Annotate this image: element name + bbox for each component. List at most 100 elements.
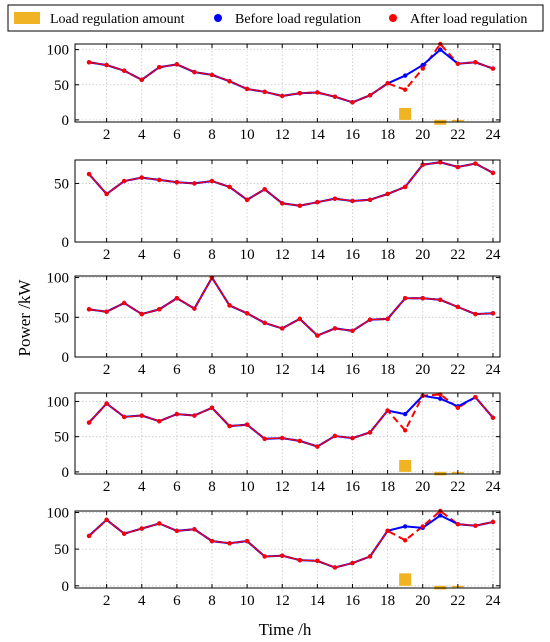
x-tick-label: 6 <box>173 593 181 609</box>
x-tick-label: 6 <box>173 247 181 263</box>
after-overlay <box>299 91 318 94</box>
after-point <box>315 558 320 564</box>
legend: Load regulation amount Before load regula… <box>7 4 544 32</box>
after-point <box>490 519 496 525</box>
x-tick-label: 6 <box>173 479 181 495</box>
x-tick-label: 6 <box>173 362 181 378</box>
x-tick-label: 8 <box>208 362 216 378</box>
x-tick-label: 8 <box>208 479 216 495</box>
after-overlay <box>334 562 353 569</box>
after-overlay <box>282 92 300 97</box>
legend-swatch-regulation <box>14 12 40 24</box>
after-overlay <box>141 414 160 422</box>
x-tick-label: 4 <box>138 362 146 378</box>
after-overlay <box>246 188 265 201</box>
after-point <box>227 184 232 190</box>
before-point <box>402 411 408 417</box>
y-tick-label: 0 <box>62 579 70 595</box>
after-point <box>473 60 478 65</box>
after-overlay <box>387 297 406 320</box>
after-point <box>262 554 267 559</box>
after-point <box>367 197 373 203</box>
after-point <box>244 197 250 203</box>
after-point <box>315 199 320 205</box>
after-point <box>86 307 92 312</box>
x-tick-label: 4 <box>138 247 146 263</box>
after-point <box>139 413 144 418</box>
after-point <box>104 62 109 68</box>
after-overlay <box>88 173 108 195</box>
y-tick-label: 100 <box>47 394 70 410</box>
after-point <box>455 522 461 527</box>
after-point <box>367 554 373 559</box>
after-point <box>104 517 109 522</box>
before-point <box>420 62 425 68</box>
y-tick-label: 0 <box>62 113 70 129</box>
after-overlay <box>176 181 195 185</box>
after-overlay <box>159 413 178 422</box>
after-point <box>280 201 285 206</box>
after-point <box>297 203 302 208</box>
after-overlay <box>334 198 353 202</box>
after-point <box>262 436 267 441</box>
after-point <box>174 62 180 67</box>
x-tick-label: 8 <box>208 127 216 143</box>
after-point <box>402 296 408 301</box>
after-point <box>174 528 180 533</box>
after-overlay <box>106 519 125 535</box>
after-point <box>420 296 425 301</box>
after-point <box>192 69 197 75</box>
regulation-bar <box>399 107 412 120</box>
after-overlay <box>194 71 213 76</box>
after-point <box>350 198 355 204</box>
after-overlay <box>369 410 389 433</box>
after-overlay <box>264 91 283 97</box>
x-tick-label: 20 <box>415 593 430 609</box>
after-point <box>350 560 355 566</box>
after-overlay <box>440 299 459 308</box>
after-point <box>455 164 461 170</box>
x-tick-label: 2 <box>103 247 111 263</box>
legend-marker-1 <box>214 14 222 22</box>
after-point <box>86 533 92 539</box>
y-tick-label: 100 <box>47 43 70 59</box>
after-overlay <box>282 437 300 442</box>
y-tick-label: 100 <box>47 271 70 287</box>
x-tick-label: 20 <box>415 127 430 143</box>
after-point <box>86 171 92 177</box>
after-point <box>174 180 180 185</box>
after-point <box>438 160 443 165</box>
y-axis-label: Power /kW <box>15 279 34 357</box>
x-tick-label: 10 <box>240 362 255 378</box>
after-point <box>367 317 373 322</box>
panel-frame <box>74 159 501 243</box>
after-point <box>262 320 267 326</box>
panel-frame <box>74 43 501 123</box>
after-overlay <box>194 407 213 417</box>
x-axis-label: Time /h <box>259 620 312 639</box>
after-overlay <box>387 186 406 195</box>
after-point <box>315 444 320 449</box>
after-point <box>385 81 390 86</box>
x-tick-label: 20 <box>415 479 430 495</box>
x-tick-label: 2 <box>103 362 111 378</box>
after-overlay <box>247 88 265 93</box>
x-tick-label: 24 <box>485 127 501 143</box>
x-tick-label: 18 <box>380 127 395 143</box>
after-point <box>139 526 144 531</box>
after-point <box>350 100 355 105</box>
x-tick-label: 14 <box>310 362 326 378</box>
x-tick-label: 16 <box>345 593 361 609</box>
after-point <box>157 307 162 312</box>
after-point <box>315 90 320 95</box>
after-overlay <box>194 180 213 185</box>
after-overlay <box>176 63 195 73</box>
after-overlay <box>264 555 283 558</box>
after-overlay <box>141 176 160 181</box>
x-tick-label: 20 <box>415 247 430 263</box>
x-tick-label: 12 <box>275 362 290 378</box>
after-overlay <box>229 80 248 90</box>
after-overlay <box>317 91 336 98</box>
after-point <box>104 309 109 314</box>
